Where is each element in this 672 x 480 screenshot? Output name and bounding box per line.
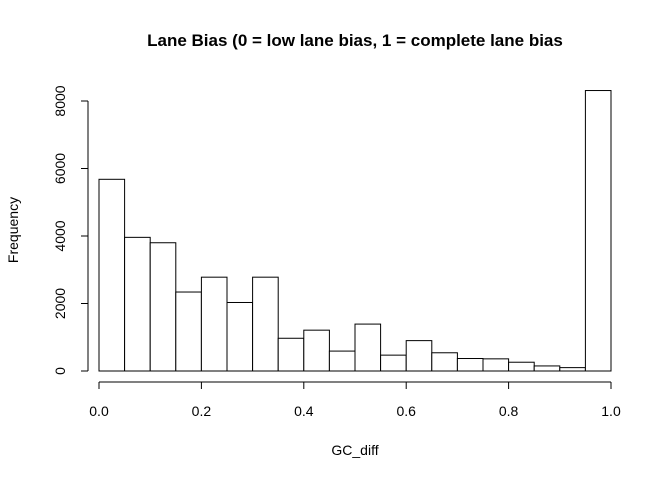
histogram-bar-7 [277, 337, 305, 372]
x-tick-label-2: 0.4 [294, 403, 314, 419]
histogram-bar-1 [124, 236, 151, 372]
y-axis-label: Frequency [5, 197, 21, 263]
chart-title: Lane Bias (0 = low lane bias, 1 = comple… [147, 31, 563, 50]
histogram-bar-11 [380, 354, 407, 372]
histogram-bar-12 [405, 340, 433, 372]
x-axis: 0.0 0.2 0.4 0.6 0.8 1.0 [89, 381, 621, 419]
histogram-bar-6 [252, 276, 279, 372]
histogram-bar-0 [98, 178, 126, 372]
histogram-bar-9 [328, 350, 356, 372]
histogram-bar-19 [584, 90, 612, 372]
histogram-bar-4 [200, 276, 228, 372]
y-tick-label-3: 6000 [52, 153, 68, 184]
y-tick-label-2: 4000 [52, 220, 68, 251]
histogram-bar-3 [175, 291, 202, 372]
histogram-bar-18 [559, 367, 586, 372]
histogram-bar-17 [533, 365, 561, 372]
x-tick-label-1: 0.2 [192, 403, 212, 419]
histogram-bar-16 [508, 361, 535, 372]
y-tick-label-0: 0 [52, 367, 68, 375]
histogram-bar-8 [303, 329, 330, 372]
histogram-bar-15 [482, 358, 510, 372]
x-tick-label-4: 0.8 [499, 403, 519, 419]
y-axis: 0 2000 4000 6000 8000 [52, 85, 89, 375]
x-tick-label-5: 1.0 [601, 403, 621, 419]
x-axis-label: GC_diff [331, 442, 378, 458]
y-tick-label-4: 8000 [52, 85, 68, 116]
histogram-bar-13 [431, 352, 458, 372]
histogram-bar-10 [354, 323, 382, 372]
histogram-bar-2 [149, 242, 177, 372]
histogram-bar-5 [226, 301, 254, 372]
x-tick-label-0: 0.0 [89, 403, 109, 419]
histogram-bars [98, 90, 612, 372]
histogram-bar-14 [456, 358, 484, 372]
x-tick-label-3: 0.6 [396, 403, 416, 419]
y-tick-label-1: 2000 [52, 288, 68, 319]
